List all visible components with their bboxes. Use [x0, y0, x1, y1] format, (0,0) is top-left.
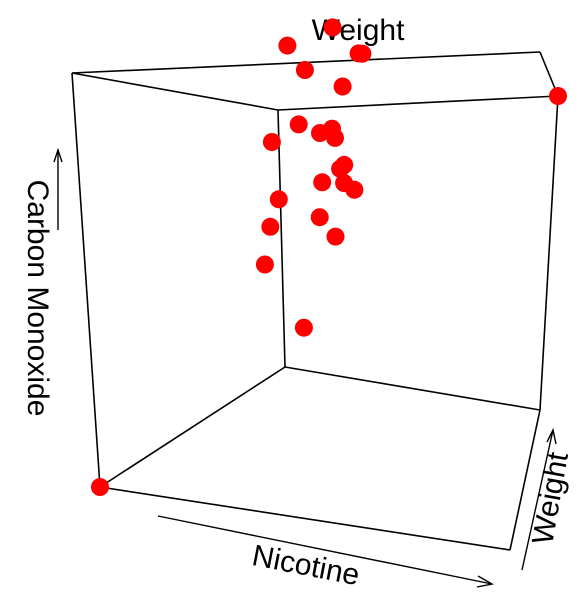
data-point: [295, 61, 314, 79]
z-axis-arrowhead: [53, 147, 63, 163]
data-point: [345, 180, 364, 199]
data-point: [333, 77, 352, 96]
data-point: [255, 255, 274, 274]
data-point: [261, 217, 280, 236]
box-edge: [99, 486, 511, 551]
box-edge: [277, 109, 286, 368]
data-point: [269, 190, 288, 209]
axis-title-nicotine: Nicotine: [249, 539, 362, 592]
y-axis-arrowhead: [546, 427, 557, 445]
box-edge: [539, 95, 559, 411]
data-point: [262, 133, 281, 151]
data-point: [310, 208, 329, 227]
data-point: [326, 227, 345, 246]
data-point: [289, 115, 308, 134]
data-point: [549, 87, 567, 105]
points-layer: [91, 18, 567, 496]
axis-title-side-weight: Weight: [526, 449, 575, 547]
box-edge: [509, 409, 541, 551]
data-point: [294, 318, 313, 337]
box-edge: [277, 95, 559, 111]
box-edge: [284, 366, 541, 411]
y-axis-arrow: [521, 429, 554, 571]
axis-arrows: [53, 147, 557, 588]
data-point: [91, 478, 109, 496]
data-point: [278, 36, 297, 55]
data-point: [335, 155, 354, 174]
data-point: [323, 18, 342, 37]
data-point: [313, 173, 332, 192]
box-edge: [71, 72, 101, 488]
x-axis-arrow: [157, 515, 493, 585]
box-edge: [71, 72, 279, 111]
axis-title-carbon-monoxide: Carbon Monoxide: [21, 180, 54, 417]
data-point: [323, 119, 341, 138]
x-axis-arrowhead: [476, 575, 494, 588]
bounding-box: [71, 51, 559, 551]
box-edge: [99, 366, 286, 488]
data-point: [353, 44, 372, 63]
